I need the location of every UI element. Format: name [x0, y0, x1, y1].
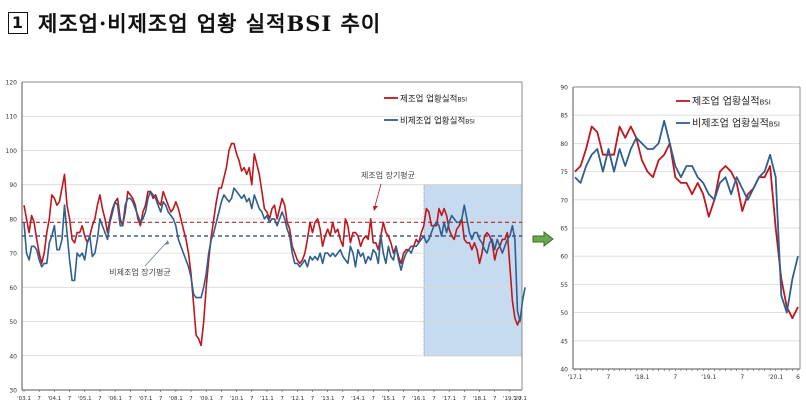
legend-label: 비제조업 업황실적BSI: [692, 117, 780, 130]
x-tick-label: '17.1: [442, 396, 456, 402]
y-tick-label: 80: [9, 216, 17, 223]
x-tick-label: 7: [493, 396, 497, 402]
y-tick-label: 100: [6, 148, 18, 155]
y-tick-label: 60: [9, 285, 17, 292]
x-tick-label: '07.1: [139, 396, 153, 402]
y-tick-label: 30: [9, 388, 17, 395]
x-tick-label: '20.1: [768, 374, 783, 381]
y-tick-label: 90: [560, 85, 568, 92]
x-tick-label: 7: [432, 396, 436, 402]
x-tick-label: 7: [280, 396, 284, 402]
legend-label: 제조업 업황실적BSI: [400, 94, 467, 105]
y-tick-label: 90: [9, 182, 17, 189]
mfg-average-annotation: 제조업 장기평균: [361, 170, 415, 180]
y-tick-label: 50: [9, 319, 17, 326]
x-tick-label: 7: [371, 396, 375, 402]
x-tick-label: '08.1: [169, 396, 183, 402]
long-term-bsi-chart: 30 40 50 60 70 80 90 100 110 120 '03.1 7 '04.1 7 '05.1…: [6, 80, 527, 403]
y-tick-label: 110: [6, 114, 18, 121]
x-tick-label: 7: [220, 396, 224, 402]
x-tick-label: '05.1: [78, 396, 92, 402]
x-tick-label: 7: [189, 396, 193, 402]
x-tick-label: '18.1: [473, 396, 487, 402]
x-tick-label: '06.1: [108, 396, 122, 402]
x-tick-label: 7: [159, 396, 163, 402]
x-tick-label: '15.1: [382, 396, 396, 402]
manufacturing-series-line: [574, 125, 799, 320]
x-tick-label: '19.1: [701, 374, 716, 381]
x-tick-label: '03.1: [17, 396, 31, 402]
x-tick-label: '04.1: [47, 396, 61, 402]
arrow-right-icon: [532, 231, 554, 247]
y-tick-label: 55: [560, 282, 568, 289]
y-tick-label: 40: [560, 367, 568, 374]
x-tick-label: 7: [37, 396, 41, 402]
x-tick-label: 7: [311, 396, 315, 402]
title-text: 제조업·비제조업 업황 실적BSI 추이: [38, 11, 382, 36]
y-tick-label: 65: [560, 226, 568, 233]
x-tick-label: '11.1: [260, 396, 274, 402]
x-tick-label: '14.1: [351, 396, 365, 402]
x-tick-label: 7: [341, 396, 345, 402]
x-tick-label: 7: [518, 396, 522, 402]
y-tick-label: 70: [560, 197, 568, 204]
annotation-arrow: [374, 183, 382, 207]
legend-label: 비제조업 업황실적BSI: [400, 116, 475, 127]
x-tick-label: '13.1: [321, 396, 335, 402]
x-tick-label: '10.1: [230, 396, 244, 402]
x-tick-label: 7: [402, 396, 406, 402]
x-tick-label: 7: [98, 396, 102, 402]
y-tick-label: 85: [560, 113, 568, 120]
legend-label: 제조업 업황실적BSI: [692, 95, 771, 108]
y-tick-label: 70: [9, 251, 17, 258]
y-tick-label: 75: [560, 169, 568, 176]
y-tick-label: 120: [6, 80, 18, 87]
x-tick-label: '19.1: [503, 396, 517, 402]
x-tick-label: 7: [607, 374, 611, 381]
x-tick-label: 7: [250, 396, 254, 402]
page-title: 1 제조업·비제조업 업황 실적BSI 추이: [8, 8, 381, 38]
x-tick-label: 7: [463, 396, 467, 402]
x-tick-label: '20.1: [513, 396, 527, 402]
non-manufacturing-series-line: [23, 187, 526, 323]
y-tick-label: 80: [560, 141, 568, 148]
non-manufacturing-series-line: [574, 119, 799, 314]
x-tick-label: 7: [740, 374, 744, 381]
x-tick-label: '09.1: [199, 396, 213, 402]
y-tick-label: 50: [560, 310, 568, 317]
y-tick-label: 45: [560, 338, 568, 345]
x-tick-label: '12.1: [290, 396, 304, 402]
y-tick-label: 40: [9, 353, 17, 360]
annotation-arrow-head: [164, 240, 169, 245]
x-tick-label: '17.1: [567, 374, 582, 381]
section-number-box: 1: [8, 12, 28, 34]
y-tick-label: 60: [560, 254, 568, 261]
annotation-arrow-head: [373, 206, 378, 211]
x-tick-label: '16.1: [412, 396, 426, 402]
x-tick-label: 6: [796, 374, 800, 381]
annotation-arrow: [144, 242, 167, 267]
x-tick-label: 7: [129, 396, 133, 402]
manufacturing-series-line: [23, 142, 521, 347]
nonmfg-average-annotation: 비제조업 장기평균: [109, 267, 170, 277]
recent-bsi-chart: 40 45 50 55 60 65 70 75 80 85 90 '17.1 7 '18.1 7 '19.1 7…: [560, 85, 801, 381]
x-tick-label: '18.1: [634, 374, 649, 381]
x-tick-label: 7: [673, 374, 677, 381]
x-tick-label: 7: [68, 396, 72, 402]
